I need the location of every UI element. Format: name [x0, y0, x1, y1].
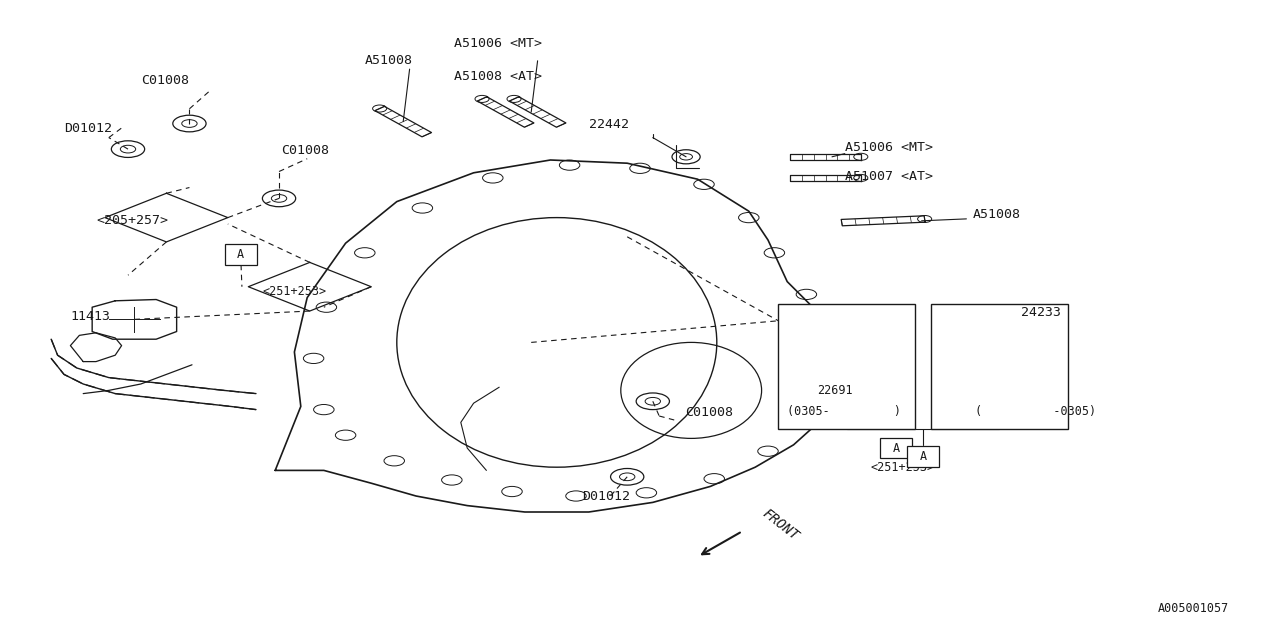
Text: FRONT: FRONT — [759, 506, 801, 543]
Text: (0305-         ): (0305- ) — [787, 405, 901, 418]
Bar — [906, 446, 940, 467]
Text: A51006 <MT>: A51006 <MT> — [454, 37, 543, 50]
Text: 22442: 22442 — [589, 118, 628, 131]
Bar — [931, 304, 1068, 429]
Text: 11413: 11413 — [70, 310, 110, 323]
Text: A51006 <MT>: A51006 <MT> — [845, 141, 933, 154]
Bar — [224, 244, 257, 265]
Text: 22691: 22691 — [817, 384, 852, 397]
Bar — [879, 438, 913, 458]
Text: C01008: C01008 — [685, 406, 733, 419]
Text: A51007 <AT>: A51007 <AT> — [845, 170, 933, 182]
Text: A51008: A51008 — [365, 54, 412, 67]
Text: C01008: C01008 — [141, 74, 189, 86]
Text: C01008: C01008 — [282, 144, 330, 157]
Bar — [778, 304, 915, 429]
Text: D01012: D01012 — [64, 122, 113, 134]
Text: A: A — [892, 442, 900, 454]
Text: <251+253>: <251+253> — [870, 461, 934, 474]
Text: <205+257>: <205+257> — [96, 214, 168, 227]
Text: (          -0305): ( -0305) — [975, 405, 1097, 418]
Text: A005001057: A005001057 — [1157, 602, 1229, 614]
Text: A51008: A51008 — [973, 208, 1021, 221]
Text: A: A — [919, 450, 927, 463]
Text: A51008 <AT>: A51008 <AT> — [454, 70, 543, 83]
Text: <251+253>: <251+253> — [262, 285, 326, 298]
Text: D01012: D01012 — [582, 490, 630, 502]
Text: A: A — [237, 248, 244, 261]
Text: 24233: 24233 — [1021, 306, 1061, 319]
